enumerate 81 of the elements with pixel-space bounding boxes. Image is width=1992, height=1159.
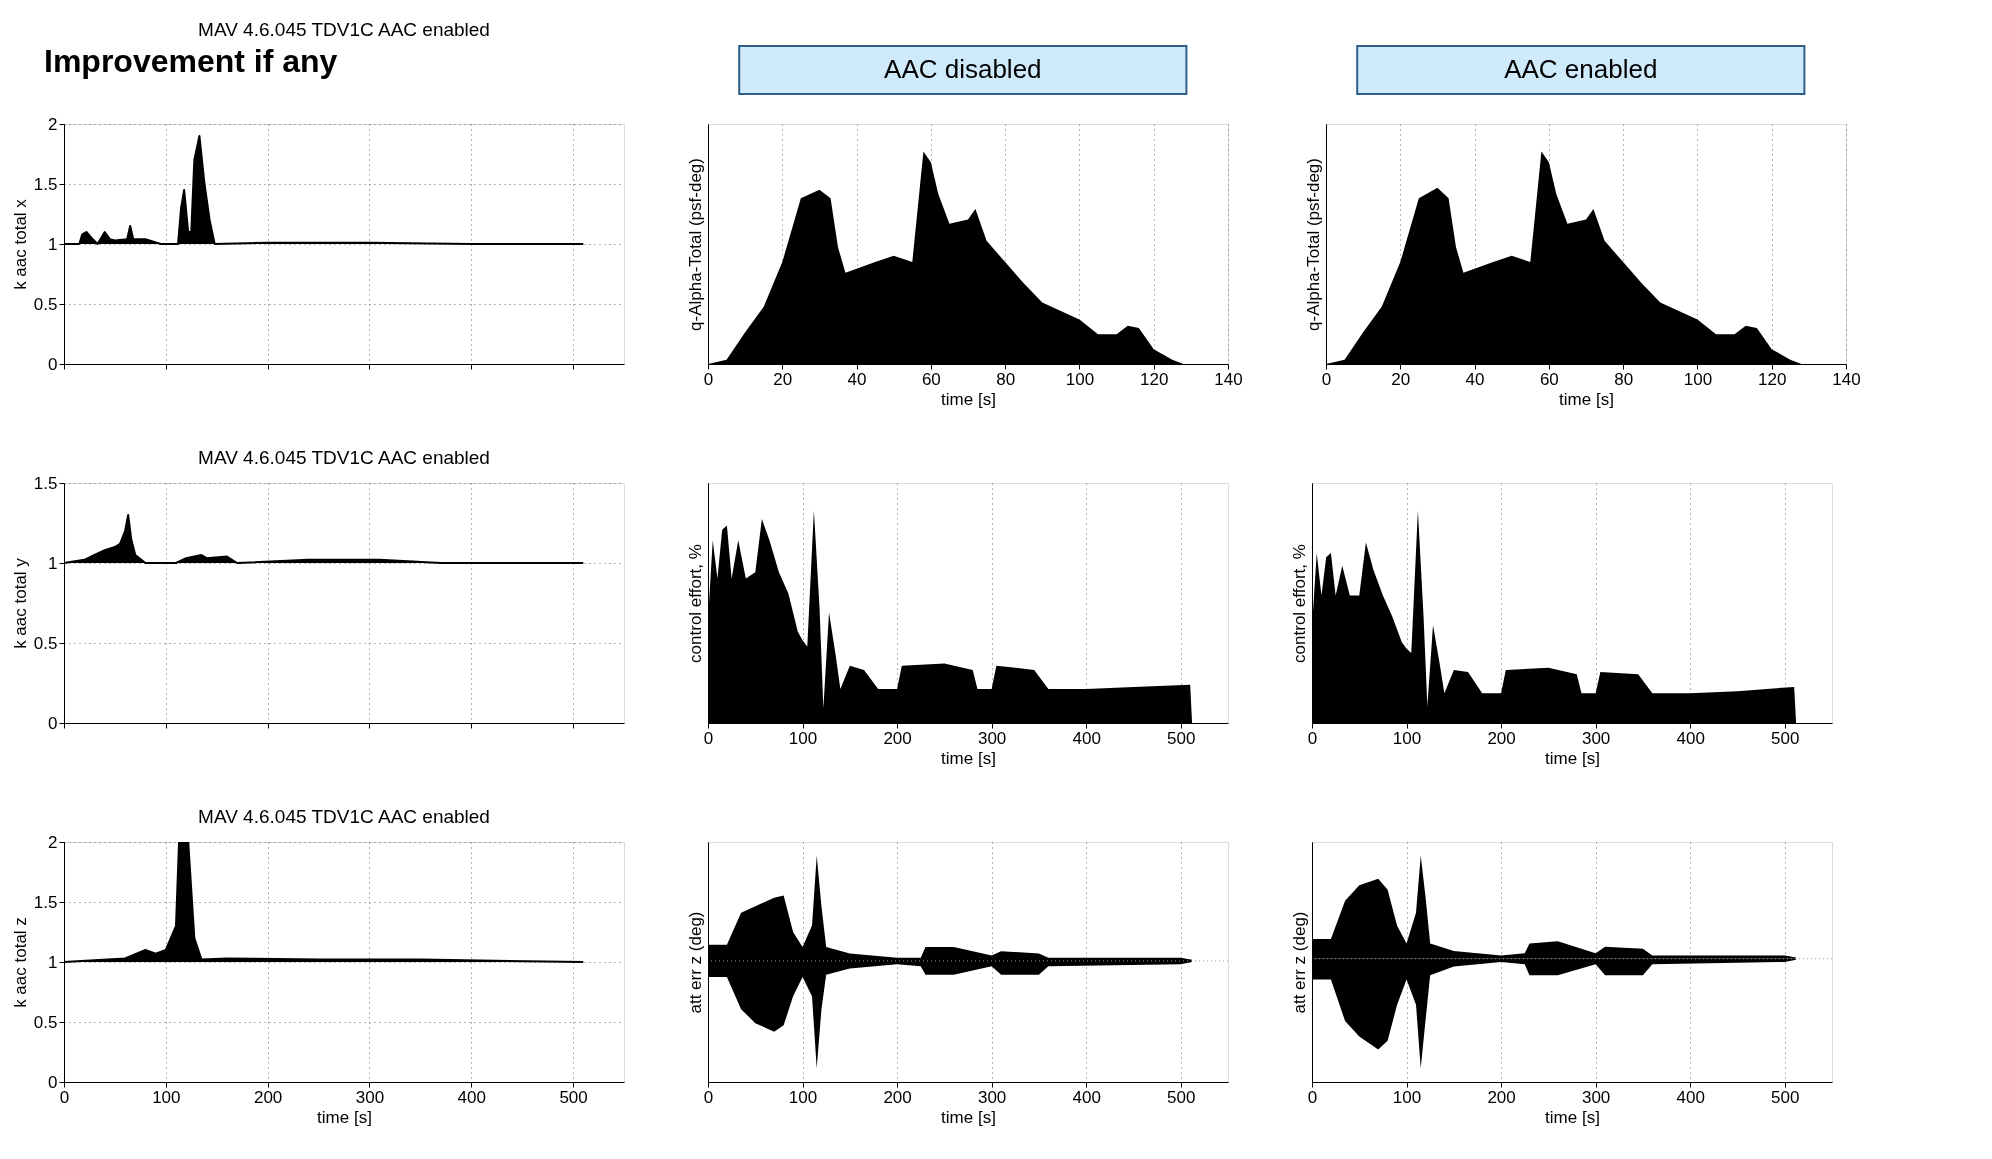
x-tick-label: 500 bbox=[1771, 1087, 1800, 1107]
y-axis-title: k aac total x bbox=[10, 198, 30, 290]
x-axis-title: time [s] bbox=[1559, 389, 1614, 409]
x-tick-label: 300 bbox=[1581, 728, 1611, 748]
x-tick-label: 40 bbox=[1465, 369, 1485, 389]
x-tick-label: 0 bbox=[703, 369, 714, 389]
y-axis-title: k aac total z bbox=[10, 917, 30, 1008]
x-tick-label: 40 bbox=[847, 369, 867, 389]
y-tick-label: 1.5 bbox=[33, 892, 58, 912]
x-tick-label: 200 bbox=[1487, 1087, 1516, 1107]
x-tick-label: 500 bbox=[1167, 1087, 1196, 1107]
y-tick-label: 0.5 bbox=[33, 294, 58, 314]
x-tick-label: 300 bbox=[977, 728, 1007, 748]
chart-title: MAV 4.6.045 TDV1C AAC enabled bbox=[198, 806, 490, 827]
x-tick-label: 400 bbox=[457, 1087, 486, 1107]
x-tick-label: 60 bbox=[1539, 369, 1559, 389]
y-axis-title: control effort, % bbox=[1289, 544, 1309, 663]
x-tick-label: 200 bbox=[253, 1087, 283, 1107]
x-tick-label: 0 bbox=[1307, 728, 1318, 748]
y-tick-label: 1 bbox=[48, 553, 58, 573]
x-tick-label: 120 bbox=[1140, 369, 1169, 389]
x-tick-label: 100 bbox=[1683, 369, 1713, 389]
x-tick-label: 200 bbox=[1487, 728, 1516, 748]
x-tick-label: 100 bbox=[1392, 728, 1422, 748]
x-tick-label: 0 bbox=[1307, 1087, 1318, 1107]
chart-title: AAC disabled bbox=[884, 54, 1042, 84]
x-tick-label: 140 bbox=[1832, 369, 1861, 389]
y-tick-label: 1 bbox=[48, 952, 58, 972]
y-tick-label: 2 bbox=[48, 832, 58, 852]
x-tick-label: 100 bbox=[788, 728, 818, 748]
text: Improvement if any bbox=[44, 43, 338, 79]
x-tick-label: 300 bbox=[355, 1087, 385, 1107]
x-tick-label: 140 bbox=[1214, 369, 1243, 389]
x-tick-label: 0 bbox=[1321, 369, 1332, 389]
x-axis-title: time [s] bbox=[317, 1107, 372, 1127]
chart-title: AAC enabled bbox=[1504, 54, 1658, 84]
x-tick-label: 80 bbox=[996, 369, 1016, 389]
y-tick-label: 0 bbox=[48, 354, 58, 374]
x-tick-label: 200 bbox=[883, 1087, 912, 1107]
y-axis-title: control effort, % bbox=[685, 544, 705, 663]
y-tick-label: 0 bbox=[48, 713, 58, 733]
x-axis-title: time [s] bbox=[941, 389, 996, 409]
x-tick-label: 400 bbox=[1072, 1087, 1101, 1107]
x-tick-label: 100 bbox=[1065, 369, 1095, 389]
y-axis-title: att err z (deg) bbox=[685, 911, 705, 1014]
x-axis-title: time [s] bbox=[941, 1107, 996, 1127]
x-tick-label: 100 bbox=[152, 1087, 181, 1107]
x-tick-label: 0 bbox=[703, 728, 714, 748]
x-tick-label: 60 bbox=[921, 369, 941, 389]
chart-title: MAV 4.6.045 TDV1C AAC enabled bbox=[198, 19, 490, 40]
x-tick-label: 500 bbox=[1167, 728, 1196, 748]
y-tick-label: 1.5 bbox=[33, 473, 58, 493]
x-axis-title: time [s] bbox=[1545, 1107, 1600, 1127]
chart-title: MAV 4.6.045 TDV1C AAC enabled bbox=[198, 447, 490, 468]
x-tick-label: 500 bbox=[1771, 728, 1800, 748]
x-tick-label: 100 bbox=[788, 1087, 818, 1107]
y-tick-label: 0.5 bbox=[33, 633, 58, 653]
x-tick-label: 20 bbox=[773, 369, 793, 389]
x-tick-label: 400 bbox=[1676, 728, 1705, 748]
x-tick-label: 20 bbox=[1391, 369, 1411, 389]
y-axis-title: q-Alpha-Total (psf-deg) bbox=[1303, 158, 1323, 331]
y-tick-label: 2 bbox=[48, 114, 58, 134]
y-tick-label: 1 bbox=[48, 234, 58, 254]
x-tick-label: 80 bbox=[1614, 369, 1634, 389]
x-tick-label: 200 bbox=[883, 728, 912, 748]
y-tick-label: 1.5 bbox=[33, 174, 58, 194]
y-axis-title: att err z (deg) bbox=[1289, 911, 1309, 1014]
x-tick-label: 300 bbox=[977, 1087, 1007, 1107]
x-axis-title: time [s] bbox=[1545, 748, 1600, 768]
x-tick-label: 300 bbox=[1581, 1087, 1611, 1107]
y-axis-title: q-Alpha-Total (psf-deg) bbox=[685, 158, 705, 331]
x-tick-label: 400 bbox=[1676, 1087, 1705, 1107]
x-tick-label: 0 bbox=[703, 1087, 714, 1107]
y-axis-title: k aac total y bbox=[10, 557, 30, 649]
x-axis-title: time [s] bbox=[941, 748, 996, 768]
x-tick-label: 100 bbox=[1392, 1087, 1422, 1107]
x-tick-label: 400 bbox=[1072, 728, 1101, 748]
y-tick-label: 0.5 bbox=[33, 1012, 58, 1032]
x-tick-label: 500 bbox=[559, 1087, 588, 1107]
y-tick-label: 0 bbox=[48, 1072, 58, 1092]
x-tick-label: 120 bbox=[1758, 369, 1787, 389]
